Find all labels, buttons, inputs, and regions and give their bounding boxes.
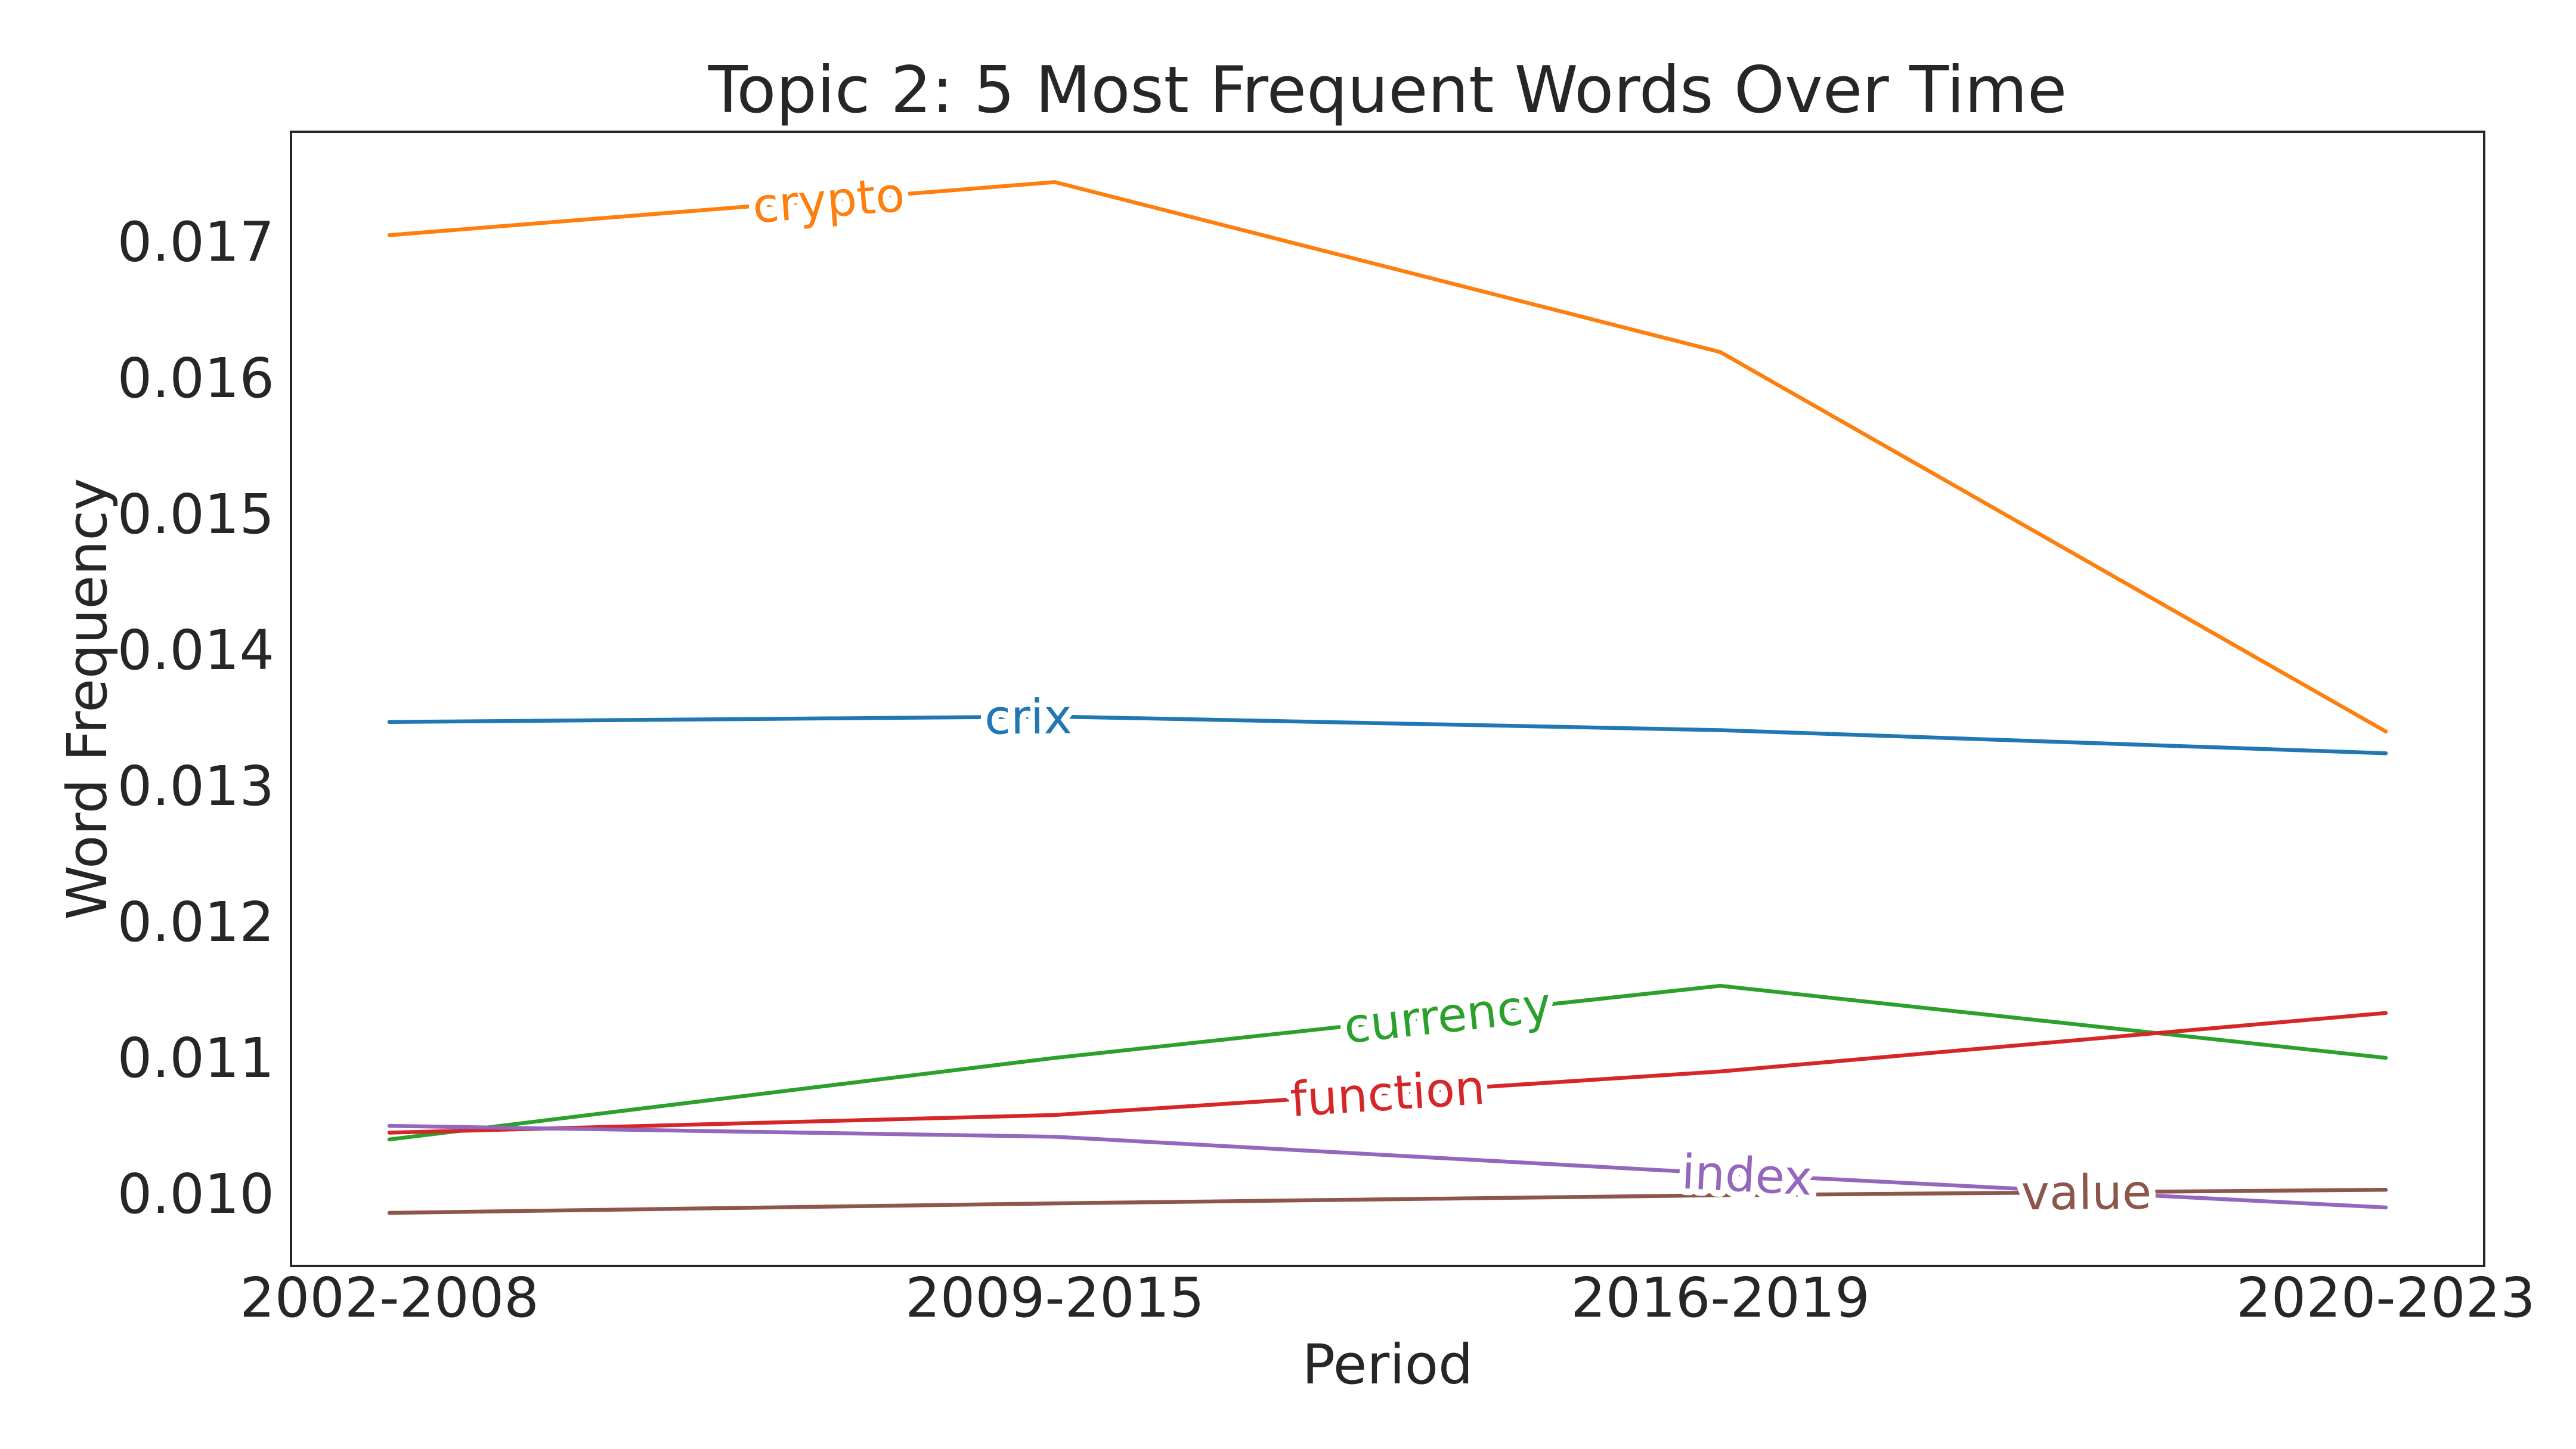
line-label-value: value	[2014, 1158, 2158, 1228]
y-tick-label: 0.016	[117, 346, 274, 410]
x-axis-label: Period	[1302, 1333, 1473, 1397]
y-tick-label: 0.017	[117, 210, 274, 274]
line-label-text: value	[2021, 1165, 2151, 1221]
chart-title: Topic 2: 5 Most Frequent Words Over Time	[708, 53, 2067, 128]
x-axis-ticks: 2002-2008 2009-2015 2016-2019 2020-2023	[240, 1266, 2535, 1330]
x-tick-label: 2020-2023	[2236, 1266, 2535, 1330]
line-label-text: index	[1680, 1144, 1813, 1206]
series-line-crix	[387, 714, 2388, 756]
y-tick-label: 0.012	[117, 890, 274, 954]
line-label-crypto: crypto	[744, 160, 914, 241]
y-tick-label: 0.015	[117, 482, 274, 546]
x-tick-label: 2016-2019	[1571, 1266, 1869, 1330]
y-axis-ticks: 0.010 0.011 0.012 0.013 0.014 0.015 0.016 0.017	[117, 210, 274, 1226]
y-tick-label: 0.013	[117, 754, 274, 818]
series-line-index	[387, 1123, 2388, 1210]
y-tick-label: 0.010	[117, 1162, 274, 1226]
line-label-index: index	[1674, 1138, 1820, 1213]
line-label-crix: crix	[978, 682, 1079, 751]
plot-frame	[290, 131, 2485, 1267]
series-layer	[387, 180, 2388, 1215]
series-line-value	[387, 1188, 2388, 1215]
line-label-text: crypto	[751, 167, 907, 234]
series-line-crypto	[387, 180, 2388, 733]
x-tick-label: 2009-2015	[905, 1266, 1204, 1330]
line-label-text: crix	[984, 689, 1072, 745]
x-tick-label: 2002-2008	[240, 1266, 538, 1330]
series-line-function	[387, 1011, 2388, 1135]
y-tick-label: 0.014	[117, 618, 274, 682]
y-axis-label: Word Frequency	[55, 478, 119, 920]
series-line-currency	[387, 983, 2388, 1142]
y-tick-label: 0.011	[117, 1026, 274, 1090]
